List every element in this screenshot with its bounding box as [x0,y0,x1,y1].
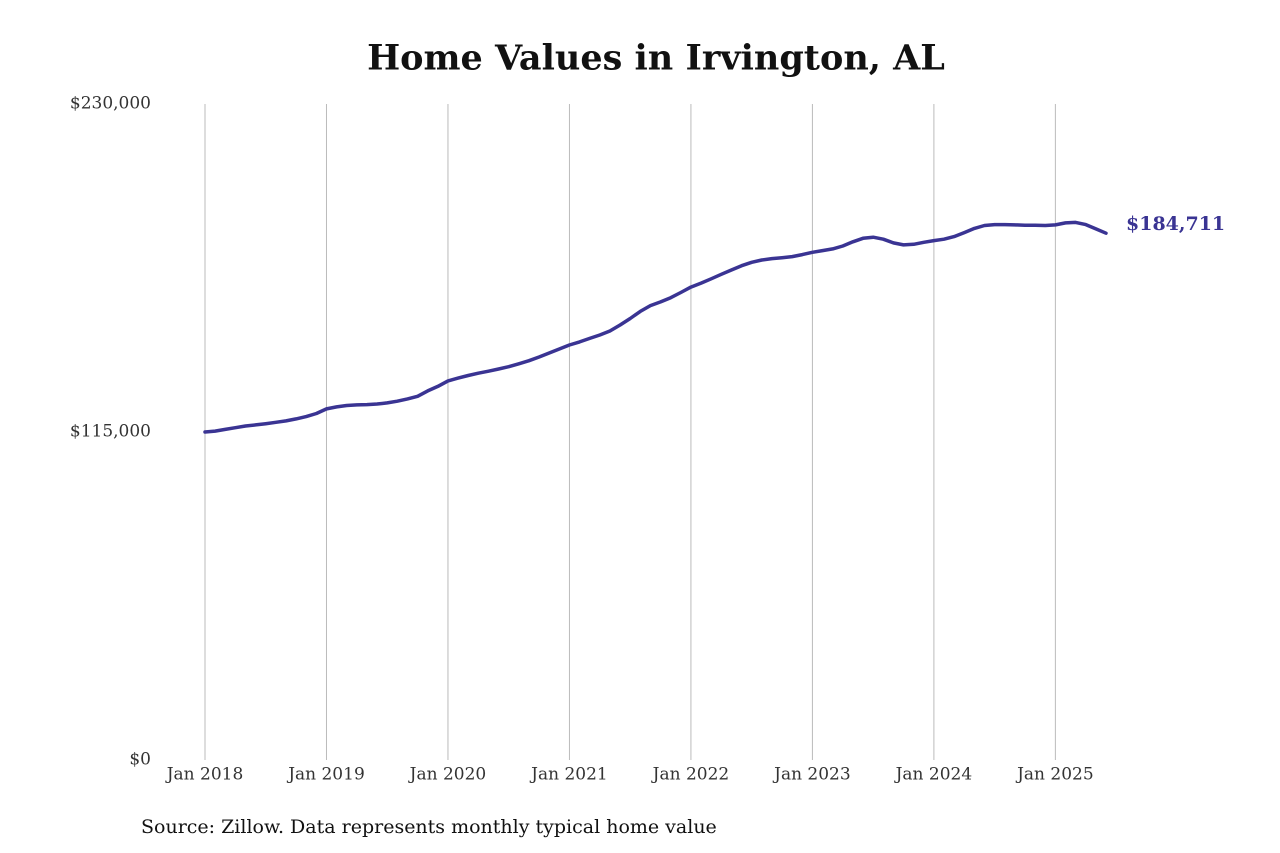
x-tick-label: Jan 2021 [529,765,608,785]
x-tick-label: Jan 2023 [772,765,851,785]
y-tick-label: $230,000 [70,94,151,114]
x-tick-label: Jan 2022 [651,765,730,785]
x-tick-label: Jan 2018 [165,765,244,785]
x-tick-label: Jan 2019 [286,765,365,785]
x-tick-label: Jan 2020 [408,765,487,785]
end-value-label: $184,711 [1126,213,1225,235]
y-tick-label: $115,000 [70,422,151,442]
chart-title: Home Values in Irvington, AL [367,38,945,79]
x-tick-label: Jan 2024 [894,765,973,785]
line [203,220,1108,434]
y-tick-label: $0 [129,750,151,770]
x-tick-label: Jan 2025 [1015,765,1094,785]
source-note: Source: Zillow. Data represents monthly … [141,816,717,838]
